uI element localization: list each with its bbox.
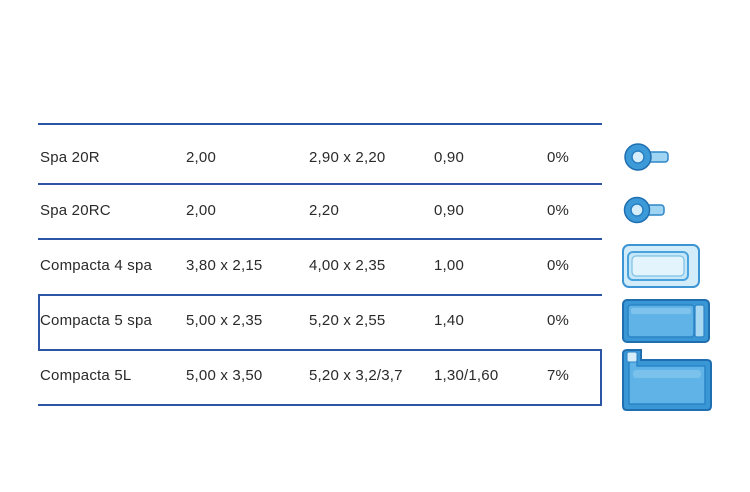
model-name: Spa 20R [40,149,100,166]
table-rule [38,294,602,296]
cell-value: 3,80 x 2,15 [186,257,263,274]
cell-value: 1,30/1,60 [434,367,499,384]
table-rule [38,183,602,185]
table-rule [38,238,602,240]
cell-value: 0% [547,202,570,219]
model-name: Compacta 5 spa [40,312,153,329]
model-name: Compacta 5L [40,367,132,384]
cell-value: 0% [547,257,570,274]
cell-value: 7% [547,367,570,384]
model-name: Spa 20RC [40,202,111,219]
round-spa-pool-icon [622,142,672,172]
cell-value: 1,40 [434,312,464,329]
table-rule [38,349,602,351]
table-rule-top [38,123,602,125]
cell-value: 0,90 [434,149,464,166]
l-shaped-pool-icon [621,348,713,412]
table-row: Compacta 5L 5,00 x 3,50 5,20 x 3,2/3,7 1… [0,350,750,404]
cell-value: 5,20 x 2,55 [309,312,386,329]
cell-value: 2,00 [186,202,216,219]
cell-value: 5,00 x 3,50 [186,367,263,384]
cell-value: 4,00 x 2,35 [309,257,386,274]
cell-value: 2,90 x 2,20 [309,149,386,166]
table-rule-bottom [38,404,602,406]
table-row: Compacta 4 spa 3,80 x 2,15 4,00 x 2,35 1… [0,239,750,293]
row-border-right [600,349,602,406]
rectangular-pool-icon [621,243,701,289]
cell-value: 5,20 x 3,2/3,7 [309,367,403,384]
round-spa-pool-icon [622,195,668,225]
cell-value: 0% [547,312,570,329]
table-row: Compacta 5 spa 5,00 x 2,35 5,20 x 2,55 1… [0,295,750,349]
table-row: Spa 20R 2,00 2,90 x 2,20 0,90 0% [0,124,750,178]
cell-value: 0% [547,149,570,166]
rectangular-pool-with-bench-icon [621,298,711,344]
cell-value: 1,00 [434,257,464,274]
cell-value: 2,20 [309,202,339,219]
row-border-left [38,294,40,351]
cell-value: 0,90 [434,202,464,219]
model-name: Compacta 4 spa [40,257,153,274]
table-row: Spa 20RC 2,00 2,20 0,90 0% [0,184,750,238]
cell-value: 2,00 [186,149,216,166]
cell-value: 5,00 x 2,35 [186,312,263,329]
